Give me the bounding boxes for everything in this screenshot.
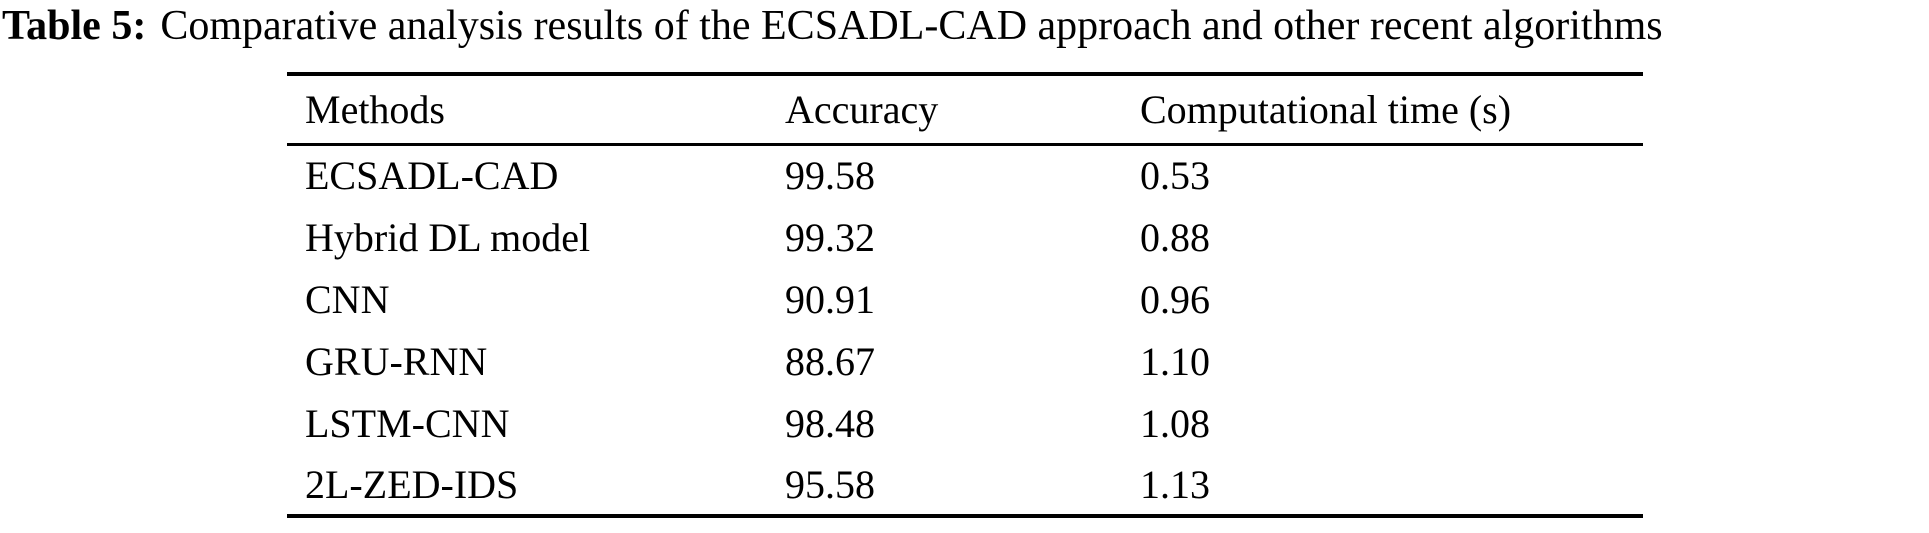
- table-row: 2L-ZED-IDS 95.58 1.13: [287, 454, 1643, 516]
- cell-method: ECSADL-CAD: [305, 153, 559, 199]
- table-caption-text: Comparative analysis results of the ECSA…: [160, 3, 1663, 49]
- cell-accuracy: 90.91: [785, 276, 875, 322]
- column-header-methods: Methods: [305, 86, 445, 132]
- cell-time: 0.88: [1140, 214, 1210, 260]
- comparison-table: Methods Accuracy Computational time (s) …: [287, 72, 1643, 518]
- cell-time: 0.96: [1140, 276, 1210, 322]
- table-caption: Table 5: Comparative analysis results of …: [2, 2, 1927, 50]
- cell-accuracy: 88.67: [785, 338, 875, 384]
- cell-method: 2L-ZED-IDS: [305, 461, 519, 507]
- column-header-computational-time: Computational time (s): [1140, 86, 1512, 132]
- cell-method: GRU-RNN: [305, 338, 488, 384]
- cell-method: Hybrid DL model: [305, 214, 591, 260]
- column-header-accuracy: Accuracy: [785, 86, 939, 132]
- cell-time: 0.53: [1140, 153, 1210, 199]
- cell-accuracy: 95.58: [785, 461, 875, 507]
- table-row: Hybrid DL model 99.32 0.88: [287, 206, 1643, 268]
- table-header-row: Methods Accuracy Computational time (s): [287, 74, 1643, 144]
- table-row: ECSADL-CAD 99.58 0.53: [287, 144, 1643, 206]
- table-row: CNN 90.91 0.96: [287, 268, 1643, 330]
- table-row: LSTM-CNN 98.48 1.08: [287, 392, 1643, 454]
- cell-accuracy: 98.48: [785, 400, 875, 446]
- cell-method: LSTM-CNN: [305, 400, 510, 446]
- cell-time: 1.10: [1140, 338, 1210, 384]
- cell-accuracy: 99.58: [785, 153, 875, 199]
- table-row: GRU-RNN 88.67 1.10: [287, 330, 1643, 392]
- cell-time: 1.08: [1140, 400, 1210, 446]
- cell-accuracy: 99.32: [785, 214, 875, 260]
- table-caption-label: Table 5:: [2, 3, 147, 49]
- cell-method: CNN: [305, 276, 390, 322]
- cell-time: 1.13: [1140, 461, 1210, 507]
